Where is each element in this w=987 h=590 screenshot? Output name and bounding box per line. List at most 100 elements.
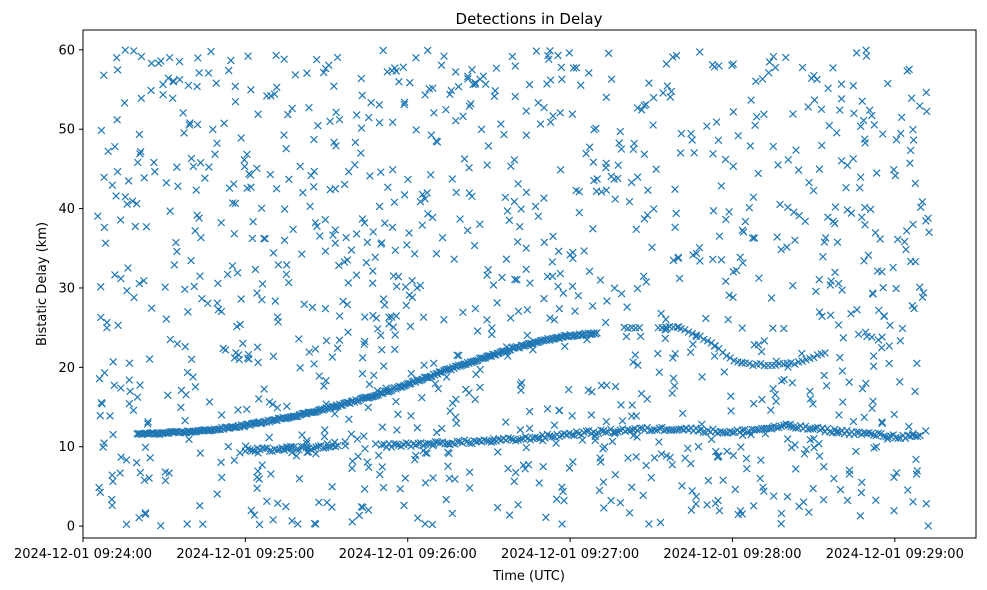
data-point [280,205,289,213]
data-point [469,357,478,366]
data-point [352,111,361,119]
data-point [639,272,648,281]
data-point [227,56,235,65]
data-point [587,411,596,419]
data-point [721,429,729,437]
data-point [162,178,171,187]
data-point [671,349,680,358]
data-point [101,239,110,248]
data-point [243,150,251,159]
data-point [258,295,266,304]
y-tick-label: 60 [58,43,75,58]
data-point [532,338,540,347]
data-point [453,437,462,446]
data-point [280,446,289,455]
data-point [96,282,105,291]
data-point [310,135,318,144]
data-point [289,225,298,234]
data-point [857,488,866,497]
data-point [352,271,361,279]
data-point [335,336,344,345]
data-point [777,519,786,528]
data-point [540,194,548,202]
data-point [910,304,918,313]
data-point [863,332,871,341]
data-point [450,255,459,263]
data-point [448,175,457,183]
data-point [306,202,314,211]
data-point [820,371,829,380]
data-point [642,100,650,109]
data-point [611,428,620,436]
data-point [722,352,731,360]
data-point [280,55,289,64]
data-point [584,386,593,395]
data-point [465,163,473,172]
data-point [791,424,800,432]
data-point [375,470,384,479]
data-point [305,103,313,112]
data-point [843,426,851,435]
data-point [565,464,574,472]
data-point [756,474,765,483]
data-point [696,257,704,265]
data-point [903,67,912,75]
data-point [452,395,460,404]
data-point [567,431,576,439]
data-point [592,430,600,438]
data-point [647,473,656,482]
x-tick-label: 2024-12-01 09:26:00 [339,547,477,562]
data-point [261,234,269,243]
data-point [479,72,488,81]
data-point [599,444,607,453]
data-point [738,324,747,332]
data-point [580,247,588,255]
data-point [746,142,755,150]
data-point [643,211,652,219]
data-point [219,344,228,353]
data-point [738,226,747,235]
data-point [360,340,369,349]
data-point [531,433,540,442]
data-point [811,424,820,432]
data-point [631,351,640,359]
data-point [401,283,410,291]
data-point [446,90,454,99]
data-point [269,249,278,257]
data-point [471,395,480,404]
data-point [488,324,496,332]
data-point [438,233,447,242]
data-point [373,325,382,333]
data-point [601,318,610,327]
data-point [470,241,479,250]
data-point [642,461,651,470]
data-point [273,499,282,508]
data-point [243,184,251,193]
data-point [654,323,663,332]
data-point [305,348,314,356]
data-point [403,241,411,249]
data-point [412,126,421,134]
data-point [674,254,683,263]
data-point [783,203,792,212]
data-point [355,511,364,520]
data-point [717,255,726,264]
data-point [442,495,451,504]
data-point [711,447,720,456]
data-point [147,59,156,68]
data-point [265,433,274,442]
data-point [244,52,252,60]
data-point [254,395,263,403]
data-point [890,506,898,515]
data-point [791,441,799,449]
data-point [390,345,399,354]
data-point [392,312,401,320]
data-point [131,222,140,231]
data-point [364,463,373,472]
data-point [574,291,583,300]
data-point [189,162,198,171]
data-point [122,456,131,464]
data-point [125,359,134,368]
data-point [196,449,205,457]
data-point [617,145,626,153]
